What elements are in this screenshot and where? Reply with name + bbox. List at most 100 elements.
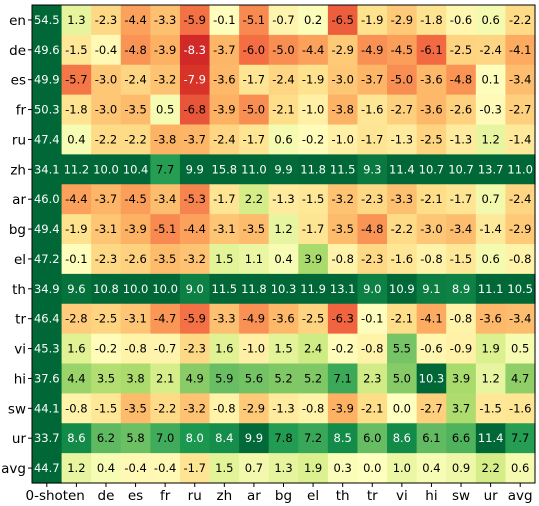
heatmap-cell — [91, 333, 122, 365]
cell-value-label: -3.3 — [213, 312, 235, 326]
heatmap-cell — [357, 423, 388, 454]
heatmap-cell — [268, 94, 299, 126]
cell-value-label: -1.6 — [509, 401, 531, 415]
heatmap-cell — [120, 184, 151, 215]
heatmap-cell — [209, 124, 240, 155]
cell-value-label: -0.8 — [302, 401, 324, 415]
heatmap-cell — [179, 214, 211, 245]
cell-value-label: 45.3 — [34, 342, 60, 356]
heatmap-cell — [120, 244, 151, 275]
cell-value-label: -3.2 — [184, 252, 206, 266]
cell-value-label: -4.9 — [361, 43, 383, 57]
heatmap-cell — [32, 333, 63, 365]
heatmap-cell — [298, 273, 329, 305]
cell-value-label: -1.7 — [243, 73, 265, 87]
heatmap-cell — [446, 363, 477, 394]
cell-value-label: 11.4 — [389, 162, 415, 176]
heatmap-cell — [416, 244, 447, 275]
cell-value-label: 9.6 — [67, 282, 85, 296]
heatmap-cell — [32, 303, 63, 335]
cell-value-label: -3.4 — [509, 312, 531, 326]
cell-value-label: 1.6 — [67, 342, 85, 356]
heatmap-cell — [446, 124, 477, 155]
heatmap-cell — [475, 214, 507, 245]
heatmap-cell — [120, 214, 151, 245]
cell-value-label: 1.2 — [481, 132, 499, 146]
heatmap-cell — [327, 423, 359, 454]
cell-value-label: -0.6 — [420, 342, 442, 356]
cell-value-label: 9.1 — [422, 282, 440, 296]
heatmap-cell — [416, 5, 447, 36]
cell-value-label: 0.1 — [481, 73, 499, 87]
heatmap-cell — [91, 64, 122, 96]
heatmap-cell — [416, 453, 447, 484]
cell-value-label: 1.2 — [67, 461, 85, 475]
cell-value-label: 9.9 — [245, 431, 263, 445]
cell-value-label: -2.3 — [184, 342, 206, 356]
heatmap-cell — [150, 333, 181, 365]
heatmap-cell — [327, 34, 359, 66]
cell-value-label: 9.3 — [363, 162, 381, 176]
heatmap-cell — [91, 5, 122, 36]
cell-value-label: -2.4 — [124, 73, 146, 87]
cell-value-label: -5.0 — [272, 43, 294, 57]
cell-value-label: 7.1 — [334, 371, 352, 385]
heatmap-cell — [446, 34, 477, 66]
cell-value-label: 11.4 — [478, 431, 504, 445]
cell-value-label: -2.1 — [420, 192, 442, 206]
heatmap-cell — [150, 154, 181, 185]
cell-value-label: 9.0 — [363, 282, 381, 296]
cell-value-label: -1.7 — [361, 132, 383, 146]
heatmap-cell — [446, 244, 477, 275]
cell-value-label: -1.9 — [302, 73, 324, 87]
cell-value-label: -2.9 — [391, 13, 413, 27]
cell-value-label: -1.3 — [450, 132, 472, 146]
cell-value-label: 0.4 — [67, 132, 85, 146]
x-tick-label: 0-shot — [25, 488, 68, 504]
cell-value-label: -0.1 — [65, 252, 87, 266]
heatmap-cell — [209, 453, 240, 484]
cell-value-label: 10.7 — [419, 162, 445, 176]
cell-value-label: 34.1 — [34, 162, 60, 176]
heatmap-cell — [239, 184, 270, 215]
heatmap-cell — [268, 423, 299, 454]
heatmap-cell — [150, 244, 181, 275]
cell-value-label: 11.0 — [241, 162, 267, 176]
cell-value-label: -3.5 — [124, 103, 146, 117]
y-tick-label: avg — [1, 461, 26, 477]
heatmap-cell — [239, 5, 270, 36]
heatmap-cell — [120, 5, 151, 36]
cell-value-label: -4.5 — [391, 43, 413, 57]
heatmap-cell — [505, 273, 536, 305]
y-tick-label: vi — [14, 342, 26, 358]
cell-value-label: 5.9 — [215, 371, 233, 385]
cell-value-label: -2.4 — [509, 192, 531, 206]
cell-value-label: -1.0 — [243, 342, 265, 356]
x-axis: 0-shot en de es fr ru zh ar bg el th tr vi hi sw ur avg — [25, 483, 533, 504]
heatmap-cell — [387, 184, 418, 215]
cell-value-label: -4.9 — [243, 312, 265, 326]
cell-value-label: -1.5 — [450, 252, 472, 266]
heatmap-cell-labels: 54.5 1.3 -2.3 -4.4 -3.3 -5.9 -0.1 -5.1 -0.7 0.2 -6… — [34, 13, 533, 475]
heatmap-cell — [446, 333, 477, 365]
heatmap-cell — [268, 214, 299, 245]
heatmap-cell — [298, 453, 329, 484]
heatmap-cell — [505, 303, 536, 335]
heatmap-cell — [327, 124, 359, 155]
cell-value-label: -2.4 — [213, 132, 235, 146]
heatmap-cell — [239, 453, 270, 484]
cell-value-label: 13.1 — [330, 282, 356, 296]
cell-value-label: -2.9 — [509, 222, 531, 236]
cell-value-label: -3.0 — [95, 73, 117, 87]
heatmap-cell — [61, 184, 92, 215]
heatmap-cell — [61, 393, 92, 424]
x-tick-label: avg — [508, 488, 533, 504]
heatmap-cell — [61, 5, 92, 36]
heatmap-cell — [475, 244, 507, 275]
cell-value-label: 44.1 — [34, 401, 60, 415]
heatmap-cell — [505, 5, 536, 36]
cell-value-label: 0.4 — [422, 461, 440, 475]
heatmap-cell — [327, 393, 359, 424]
heatmap-cell — [298, 34, 329, 66]
heatmap-cell — [446, 94, 477, 126]
